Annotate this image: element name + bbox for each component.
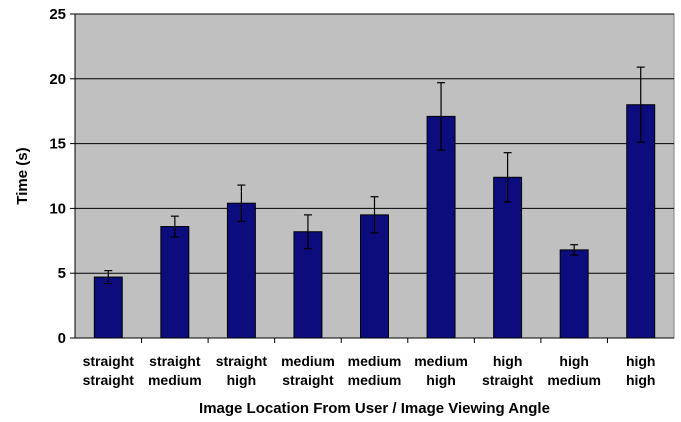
x-category-label-line1: straight <box>149 353 201 369</box>
x-axis-categories: straight straight straight medium straight hi… <box>83 338 656 388</box>
bar <box>160 226 190 339</box>
x-category-label-line1: high <box>493 353 523 369</box>
x-category-label-line1: high <box>559 353 589 369</box>
x-category-label-line2: straight <box>83 372 135 388</box>
bar <box>626 104 656 339</box>
x-category-label-line2: medium <box>547 372 601 388</box>
y-tick-label: 20 <box>49 71 66 88</box>
bar <box>559 249 589 339</box>
bar <box>226 202 256 339</box>
x-category-label-line1: medium <box>414 353 468 369</box>
x-category-label-line2: high <box>426 372 456 388</box>
x-category-label-line1: straight <box>216 353 268 369</box>
y-axis-ticks: 0 5 10 15 20 25 <box>49 6 75 347</box>
x-category-label-line1: medium <box>348 353 402 369</box>
x-axis-title: Image Location From User / Image Viewing… <box>199 400 550 417</box>
x-category-label-line1: high <box>626 353 656 369</box>
bar <box>426 115 456 339</box>
y-tick-label: 10 <box>49 200 66 217</box>
x-category-label-line1: medium <box>281 353 335 369</box>
bar <box>493 176 523 339</box>
y-tick-label: 0 <box>58 330 66 347</box>
x-category-label-line2: high <box>227 372 257 388</box>
bar <box>293 231 323 339</box>
x-category-label-line2: medium <box>348 372 402 388</box>
y-tick-label: 5 <box>58 265 66 282</box>
x-category-label-line2: medium <box>148 372 202 388</box>
x-category-label-line1: straight <box>83 353 135 369</box>
error-bars <box>104 66 645 285</box>
x-category-label-line2: high <box>626 372 656 388</box>
y-axis-title: Time (s) <box>14 147 31 204</box>
bar <box>360 214 389 339</box>
bar <box>93 276 123 339</box>
x-category-label-line2: straight <box>282 372 334 388</box>
bars <box>93 104 656 339</box>
y-tick-label: 25 <box>49 6 66 23</box>
x-category-label-line2: straight <box>482 372 534 388</box>
y-tick-label: 15 <box>49 136 66 153</box>
